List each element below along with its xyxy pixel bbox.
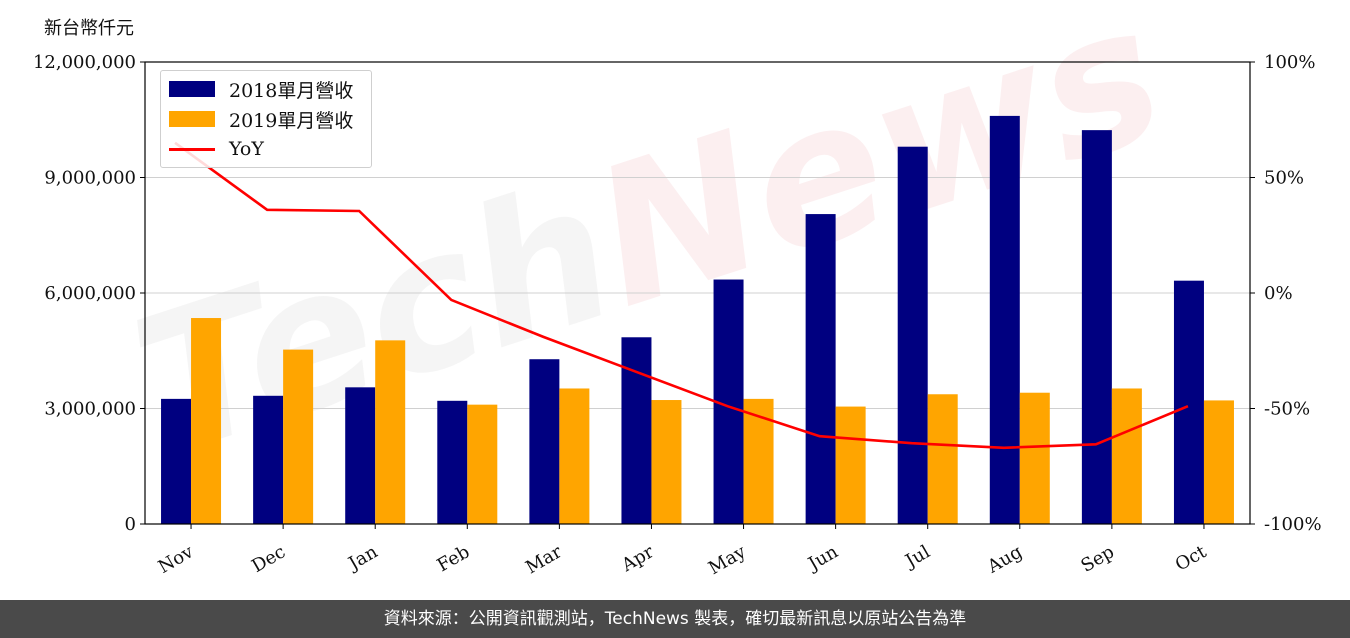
x-tick-label: May: [705, 541, 750, 579]
yoy-line: [174, 141, 1189, 450]
source-footer: 資料來源：公開資訊觀測站，TechNews 製表，確切最新訊息以原站公告為準: [0, 600, 1350, 638]
legend-item-yoy: YoY: [169, 137, 264, 161]
y-axis-unit-label: 新台幣仟元: [44, 18, 134, 39]
x-tick-label: Sep: [1078, 541, 1118, 576]
bar-2019: [375, 340, 406, 524]
bar-2019: [191, 318, 222, 524]
bar-2018: [1081, 130, 1112, 524]
x-tick-label: Aug: [983, 541, 1026, 578]
bar-2018: [621, 337, 652, 524]
x-tick-label: Nov: [155, 541, 198, 578]
bar-2019: [559, 388, 590, 524]
x-tick-label: Mar: [522, 541, 566, 578]
chart-legend: 2018單月營收 2019單月營收 YoY: [160, 70, 372, 168]
y-left-tick-label: 3,000,000: [44, 399, 136, 420]
chart-area: 0 3,000,000 6,000,000 9,000,000 12,000,000 -1…: [33, 52, 1322, 579]
bar-2018: [897, 146, 928, 524]
y-left-tick-label: 0: [125, 514, 136, 535]
bar-2018: [161, 398, 192, 524]
x-tick-label: Dec: [248, 541, 289, 577]
y-right-tick-label: 0%: [1264, 283, 1293, 304]
y-left-tick-label: 9,000,000: [44, 168, 136, 189]
bar-2019: [927, 394, 958, 524]
y-right-tick-label: -50%: [1264, 399, 1310, 420]
x-tick-label: Jun: [803, 541, 842, 576]
legend-label-2018: 2018單月營收: [229, 79, 354, 102]
legend-line-yoy: [169, 147, 215, 151]
bar-2019: [1111, 388, 1142, 524]
legend-item-2018: 2018單月營收: [169, 77, 354, 102]
y-right-tick-label: -100%: [1264, 514, 1322, 535]
y-left-tick-label: 6,000,000: [44, 283, 136, 304]
bar-2019: [651, 400, 682, 524]
bar-2019: [467, 404, 498, 524]
bar-2018: [1173, 280, 1204, 524]
bar-2018: [805, 214, 836, 524]
x-tick-label: Oct: [1172, 541, 1211, 576]
x-tick-label: Jan: [343, 541, 381, 575]
y-left-tick-label: 12,000,000: [33, 52, 136, 73]
legend-label-2019: 2019單月營收: [229, 109, 354, 132]
bar-2019: [835, 406, 866, 524]
bar-2018: [989, 115, 1020, 525]
bar-2018: [345, 387, 376, 524]
bar-2019: [1019, 392, 1050, 524]
legend-item-2019: 2019單月營收: [169, 107, 354, 132]
bar-2018: [529, 359, 560, 524]
x-tick-label: Jul: [900, 541, 934, 573]
legend-swatch-2019: [169, 111, 215, 127]
legend-label-yoy: YoY: [229, 138, 264, 160]
bar-2018: [437, 400, 468, 524]
bar-2018: [253, 395, 284, 524]
x-tick-label: Apr: [617, 541, 657, 576]
x-tick-label: Feb: [434, 541, 474, 576]
y-right-tick-label: 50%: [1264, 168, 1304, 189]
legend-swatch-2018: [169, 81, 215, 97]
bar-2019: [1203, 400, 1234, 524]
bar-2019: [283, 349, 314, 524]
y-right-tick-label: 100%: [1264, 52, 1315, 73]
